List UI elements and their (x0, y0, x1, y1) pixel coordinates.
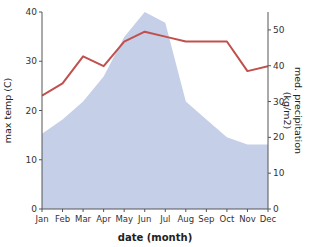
x-tick-label: Aug (178, 214, 195, 224)
x-axis-label: date (month) (118, 232, 192, 243)
x-tick-label: Dec (260, 214, 277, 224)
x-tick-label: Jan (34, 214, 48, 224)
x-tick (226, 209, 227, 212)
y-tick (39, 61, 42, 62)
y2-tick-label: 20 (273, 132, 285, 142)
x-tick (42, 209, 43, 212)
y2-tick (268, 65, 271, 66)
y-tick-label: 20 (26, 106, 38, 116)
x-tick-label: Jul (159, 214, 170, 224)
y-tick (39, 159, 42, 160)
x-tick (206, 209, 207, 212)
x-tick (247, 209, 248, 212)
x-axis (42, 209, 268, 210)
x-tick-label: Mar (75, 214, 92, 224)
y2-tick-label: 50 (273, 25, 285, 35)
y2-axis-label-line: (kg/m2) (282, 92, 293, 129)
y2-tick (268, 137, 271, 138)
y-tick (39, 110, 42, 111)
x-tick-label: May (115, 214, 133, 224)
chart: 01020304001020304050JanFebMarAprMayJunJu… (0, 0, 318, 247)
x-tick (103, 209, 104, 212)
y2-tick (268, 173, 271, 174)
y-tick-label: 10 (26, 155, 38, 165)
y2-axis-label: med. precipitation(kg/m2) (282, 67, 304, 154)
x-tick-label: Feb (55, 214, 70, 224)
y-tick-label: 30 (26, 56, 38, 66)
y2-tick-label: 40 (273, 61, 285, 71)
temp-line (42, 32, 268, 96)
x-tick (144, 209, 145, 212)
x-tick (165, 209, 166, 212)
y2-tick-label: 10 (273, 168, 285, 178)
y-tick-label: 0 (31, 204, 37, 214)
y2-tick (268, 101, 271, 102)
y2-axis-label-line: med. precipitation (293, 67, 304, 154)
x-tick-label: Jun (137, 214, 151, 224)
y2-tick-label: 0 (273, 204, 279, 214)
y2-tick (268, 29, 271, 30)
x-tick (185, 209, 186, 212)
x-tick (62, 209, 63, 212)
y-axis-label: max temp (C) (2, 78, 13, 144)
x-tick (268, 209, 269, 212)
precip-area (42, 12, 268, 209)
x-tick (83, 209, 84, 212)
x-tick-label: Nov (239, 214, 256, 224)
plot-area (42, 12, 268, 209)
x-tick-label: Oct (220, 214, 235, 224)
y2-axis (268, 12, 269, 209)
x-tick (124, 209, 125, 212)
y-tick (39, 12, 42, 13)
y-tick-label: 40 (26, 7, 38, 17)
x-tick-label: Apr (96, 214, 111, 224)
x-tick-label: Sep (198, 214, 214, 224)
